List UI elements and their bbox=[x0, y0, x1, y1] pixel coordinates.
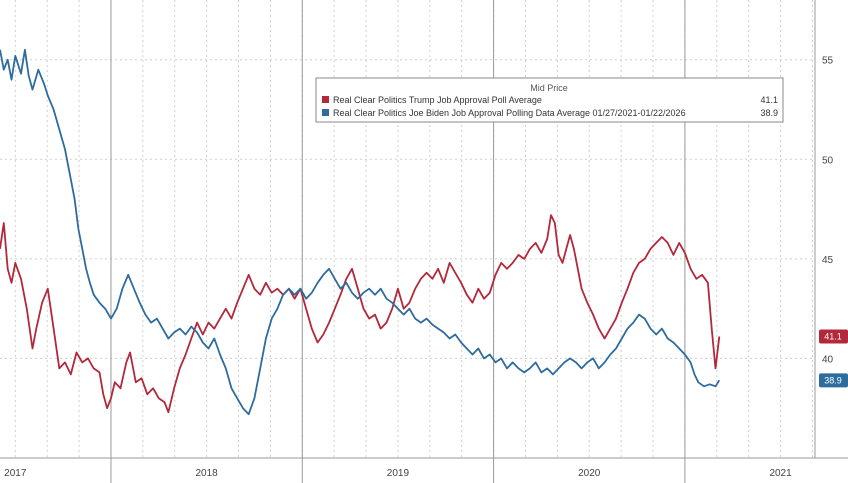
series-layer bbox=[0, 48, 721, 416]
x-tick-label: 2017 bbox=[4, 468, 27, 479]
legend-swatch-biden bbox=[322, 109, 329, 116]
legend-entry-biden: Real Clear Politics Joe Biden Job Approv… bbox=[333, 108, 686, 118]
y-tick-label: 55 bbox=[822, 56, 834, 67]
series-line-1 bbox=[0, 48, 721, 416]
x-tick-label: 2020 bbox=[578, 468, 601, 479]
last-value-badge-1 bbox=[819, 373, 848, 388]
y-tick-label: 40 bbox=[822, 354, 834, 365]
last-value-text-1: 38.9 bbox=[824, 375, 842, 385]
legend-value-biden: 38.9 bbox=[760, 108, 778, 118]
legend-swatch-trump bbox=[322, 96, 329, 103]
series-line-0 bbox=[0, 214, 721, 414]
last-value-badge-0 bbox=[819, 329, 848, 344]
x-tick-label: 2019 bbox=[387, 468, 410, 479]
grid-layer bbox=[0, 0, 815, 458]
last-value-text-0: 41.1 bbox=[824, 332, 842, 342]
x-tick-label: 2018 bbox=[195, 468, 218, 479]
x-tick-label: 2021 bbox=[769, 468, 792, 479]
last-value-badges: 41.1 38.9 bbox=[819, 329, 848, 388]
legend-entry-trump: Real Clear Politics Trump Job Approval P… bbox=[333, 95, 542, 105]
legend: Mid Price Real Clear Politics Trump Job … bbox=[315, 77, 784, 123]
legend-value-trump: 41.1 bbox=[760, 95, 778, 105]
legend-box bbox=[315, 77, 784, 123]
legend-title: Mid Price bbox=[530, 83, 568, 93]
y-tick-label: 45 bbox=[822, 255, 834, 266]
y-tick-label: 50 bbox=[822, 155, 834, 166]
